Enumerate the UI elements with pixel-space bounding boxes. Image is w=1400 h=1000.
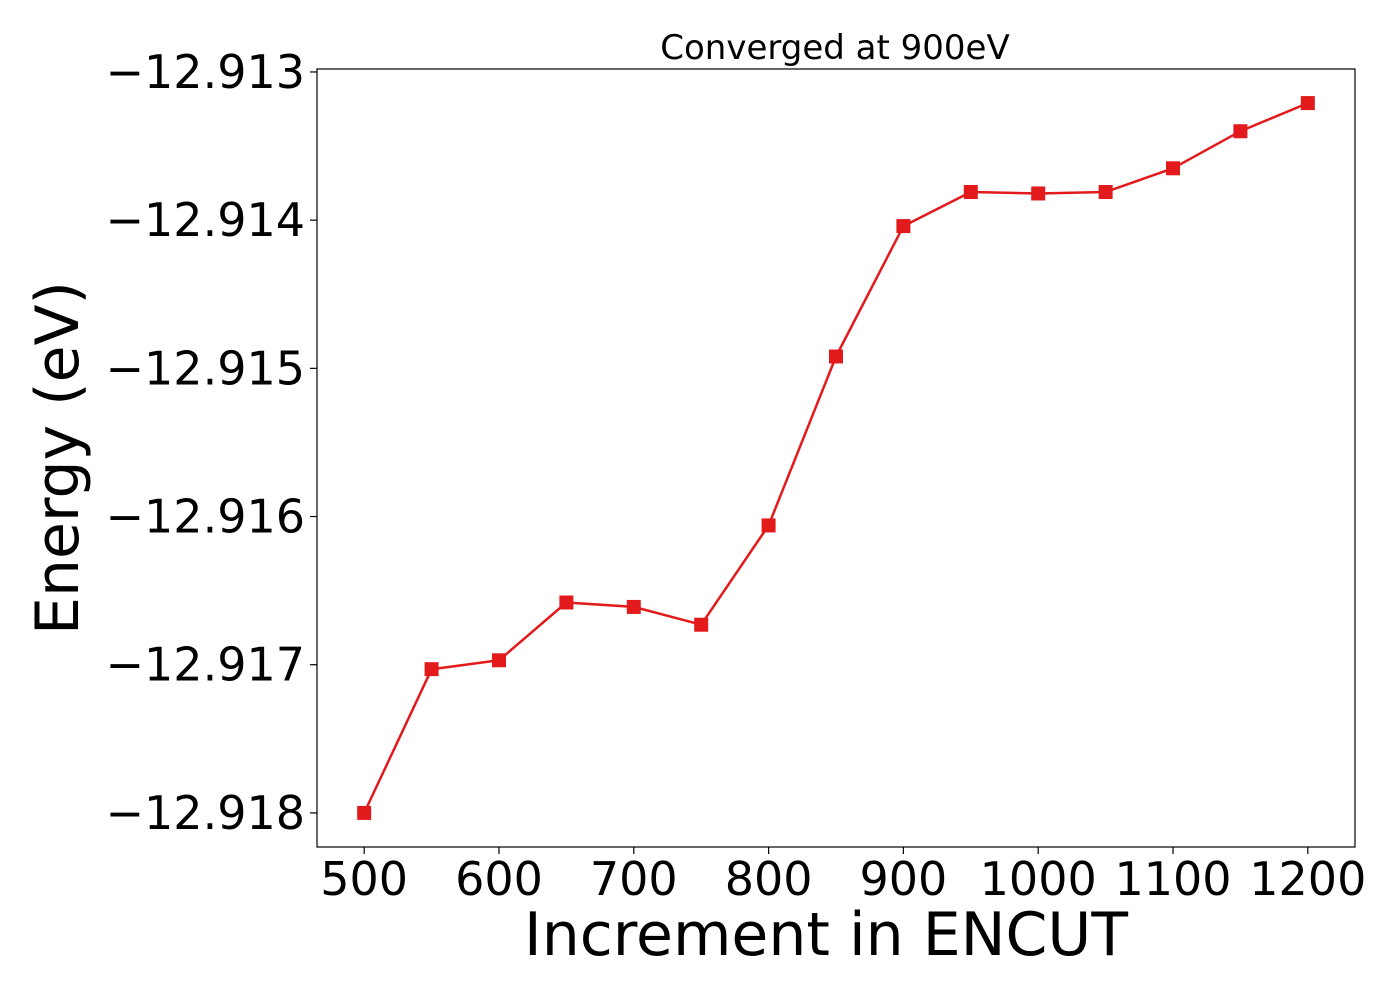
x-axis-ticks: 500 600 700 800 900 1000 1100 1200: [320, 847, 1366, 906]
data-point-marker: [1166, 161, 1181, 176]
series-line: [363, 101, 1309, 814]
y-tick-label: −12.916: [106, 490, 306, 544]
y-tick-label: −12.917: [106, 638, 306, 692]
data-point-marker: [963, 184, 978, 199]
data-point-marker: [357, 805, 372, 820]
x-tick-label: 600: [455, 852, 543, 906]
x-tick-label: 1100: [1114, 852, 1231, 906]
data-point-marker: [761, 518, 776, 533]
y-tick-label: −12.915: [106, 341, 306, 395]
data-point-marker: [1098, 184, 1113, 199]
plot-frame: [316, 68, 1356, 848]
x-tick-label: 1000: [980, 852, 1097, 906]
data-point-marker: [1031, 186, 1046, 201]
x-tick-label: 1200: [1249, 852, 1366, 906]
y-axis-label: Energy (eV): [23, 281, 93, 635]
chart-title: Converged at 900eV: [660, 28, 1009, 68]
y-tick-label: −12.913: [106, 45, 306, 99]
data-point-marker: [829, 349, 843, 364]
x-tick-label: 500: [320, 852, 408, 906]
data-point-marker: [896, 219, 911, 234]
y-tick-label: −12.914: [106, 193, 306, 247]
data-point-marker: [1233, 124, 1248, 139]
x-tick-label: 700: [590, 852, 678, 906]
x-axis-label: Increment in ENCUT: [524, 900, 1128, 970]
data-point-marker: [559, 595, 574, 610]
data-point-marker: [491, 653, 506, 668]
x-tick-label: 900: [859, 852, 947, 906]
y-axis-ticks: −12.913 −12.914 −12.915 −12.916 −12.917 −12.9…: [106, 45, 317, 840]
data-point-marker: [424, 662, 439, 677]
data-point-marker: [626, 599, 641, 614]
x-tick-label: 800: [725, 852, 813, 906]
plot-series: [357, 96, 1315, 820]
y-tick-label: −12.918: [106, 786, 306, 840]
data-point-marker: [1300, 96, 1315, 111]
data-point-marker: [694, 617, 709, 632]
